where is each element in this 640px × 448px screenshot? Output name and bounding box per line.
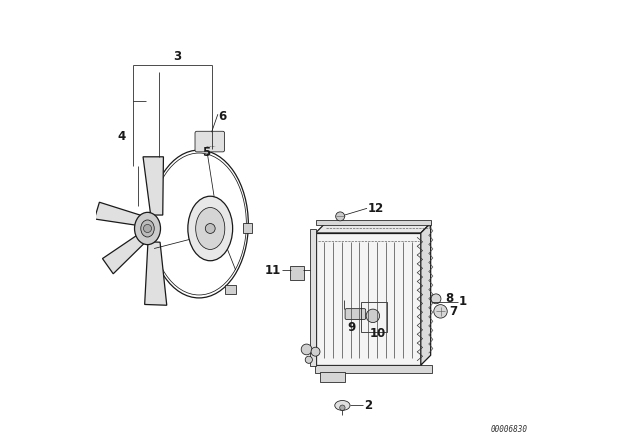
Circle shape — [434, 305, 447, 318]
Ellipse shape — [335, 401, 350, 410]
Circle shape — [205, 224, 215, 233]
Circle shape — [143, 224, 152, 233]
Circle shape — [340, 405, 345, 410]
FancyBboxPatch shape — [195, 131, 225, 152]
Text: 4: 4 — [117, 130, 125, 143]
Text: 12: 12 — [368, 202, 384, 215]
Text: 2: 2 — [364, 399, 372, 412]
Text: 3: 3 — [173, 50, 182, 64]
Ellipse shape — [196, 207, 225, 250]
Bar — [316, 233, 421, 365]
FancyBboxPatch shape — [345, 309, 365, 319]
FancyBboxPatch shape — [243, 223, 252, 233]
Polygon shape — [145, 242, 167, 305]
Bar — [320, 372, 345, 382]
Text: 6: 6 — [218, 110, 226, 123]
Bar — [315, 365, 431, 373]
Polygon shape — [421, 223, 431, 365]
Polygon shape — [102, 233, 147, 274]
Ellipse shape — [134, 212, 161, 245]
Ellipse shape — [366, 309, 380, 323]
FancyBboxPatch shape — [225, 285, 236, 294]
Circle shape — [336, 212, 345, 221]
Ellipse shape — [188, 196, 233, 261]
Polygon shape — [94, 202, 144, 226]
Bar — [310, 229, 316, 366]
Text: 7: 7 — [449, 305, 458, 318]
Polygon shape — [316, 223, 431, 233]
Text: 1: 1 — [459, 295, 467, 308]
Text: 11: 11 — [265, 264, 281, 277]
Text: 8: 8 — [445, 292, 453, 306]
FancyBboxPatch shape — [290, 266, 305, 280]
Text: 5: 5 — [202, 146, 210, 159]
Circle shape — [301, 344, 312, 355]
Circle shape — [431, 294, 441, 304]
Ellipse shape — [141, 220, 154, 237]
Bar — [316, 220, 431, 225]
Text: 9: 9 — [348, 321, 355, 335]
Circle shape — [305, 356, 312, 363]
Circle shape — [311, 347, 320, 356]
Polygon shape — [143, 157, 163, 215]
Text: 00006830: 00006830 — [490, 425, 527, 434]
Text: 10: 10 — [369, 327, 385, 340]
